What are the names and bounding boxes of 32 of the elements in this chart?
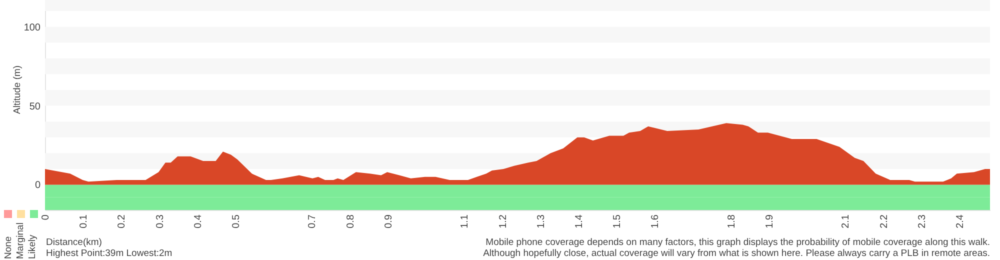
x-tick-label: 2.2 xyxy=(878,214,890,228)
x-tick-label: 1.2 xyxy=(498,214,509,228)
text: Although hopefully close, actual coverage will vary from what is shown here. Please always carry a PLB in remote areas. xyxy=(483,248,990,259)
x-tick-label: 2.4 xyxy=(955,214,966,228)
x-tick-label: 1.9 xyxy=(764,214,776,228)
x-axis-title: Distance(km) xyxy=(46,237,102,248)
y-axis-title: Altitude (m) xyxy=(12,65,23,114)
x-tick-label: 0.8 xyxy=(345,214,356,228)
x-tick-label: 1.6 xyxy=(650,214,662,228)
text: Highest Point:39m Lowest:2m xyxy=(46,248,172,259)
x-tick-label: 1.5 xyxy=(612,214,624,228)
text: Marginal xyxy=(15,222,26,259)
x-tick-label: 0.4 xyxy=(192,214,204,228)
y-tick-label: 100 xyxy=(24,22,41,34)
y-tick-label: 0 xyxy=(34,180,41,192)
x-tick-label: 2.1 xyxy=(840,214,852,228)
x-tick-label: 1.8 xyxy=(726,214,738,228)
x-tick-label: 0.3 xyxy=(154,214,166,228)
text: Likely xyxy=(27,234,38,259)
x-tick-label: 0.5 xyxy=(231,214,242,228)
x-tick-label: 0.2 xyxy=(116,214,128,228)
text: Mobile phone coverage depends on many factors, this graph displays the probability of mobile coverage along this walk. xyxy=(486,237,990,248)
y-tick-label: 50 xyxy=(29,101,41,112)
x-tick-label: 0.9 xyxy=(383,214,394,228)
x-tick-label: 0 xyxy=(40,214,52,220)
x-tick-label: 2.3 xyxy=(916,214,928,228)
x-tick-label: 1.3 xyxy=(536,214,547,228)
x-tick-label: 1.4 xyxy=(574,214,585,228)
x-tick-label: 0.7 xyxy=(307,214,318,228)
x-tick-label: 1.1 xyxy=(460,214,471,228)
x-tick-label: 0.1 xyxy=(78,214,90,228)
text: None xyxy=(3,236,14,259)
